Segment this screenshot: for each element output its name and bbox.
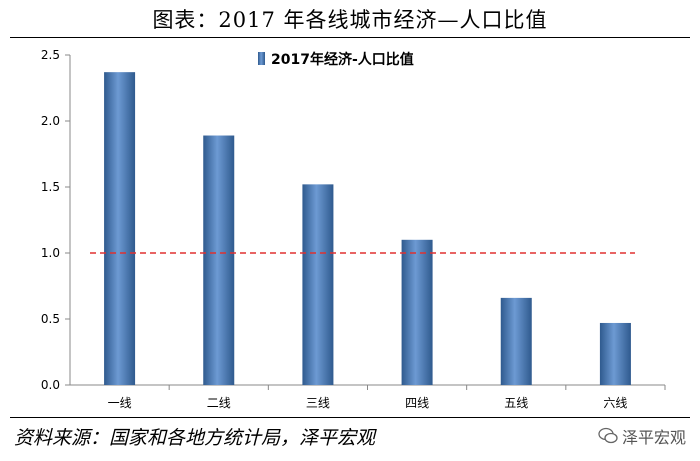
watermark-text: 泽平宏观	[621, 428, 686, 447]
bar	[302, 184, 334, 385]
y-tick-label: 0.0	[41, 378, 60, 392]
bar	[599, 322, 631, 385]
bars	[104, 72, 631, 385]
x-tick-label: 五线	[504, 396, 528, 410]
y-tick-label: 2.0	[41, 114, 60, 128]
footer-rule	[10, 417, 690, 418]
axes: 0.0 0.5 1.0 1.5 2.0 2.5 一线 二线 三线 四线 五线 六线	[41, 48, 666, 410]
legend: 2017年经济-人口比值	[258, 51, 414, 68]
x-tick-label: 三线	[306, 396, 330, 410]
bar	[401, 239, 433, 385]
y-tick-label: 0.5	[41, 312, 60, 326]
bar	[500, 297, 532, 385]
watermark: 泽平宏观	[598, 424, 686, 448]
bar	[104, 72, 136, 385]
chart-title: 图表：2017 年各线城市经济—人口比值	[152, 8, 548, 32]
title-rule	[10, 37, 690, 38]
source-note: 资料来源：国家和各地方统计局，泽平宏观	[14, 427, 376, 449]
x-tick-label: 六线	[603, 396, 627, 410]
y-tick-label: 1.5	[41, 180, 60, 194]
x-tick-label: 一线	[108, 396, 132, 410]
legend-label: 2017年经济-人口比值	[271, 51, 414, 68]
bar-chart: 0.0 0.5 1.0 1.5 2.0 2.5 一线 二线 三线 四线 五线 六线 2017年经济-人…	[41, 48, 666, 410]
bar	[203, 135, 235, 385]
y-tick-label: 2.5	[41, 48, 60, 62]
wechat-icon	[598, 427, 618, 444]
x-tick-label: 四线	[405, 396, 429, 410]
legend-swatch	[258, 52, 265, 65]
y-tick-label: 1.0	[41, 246, 60, 260]
x-tick-label: 二线	[207, 396, 231, 410]
